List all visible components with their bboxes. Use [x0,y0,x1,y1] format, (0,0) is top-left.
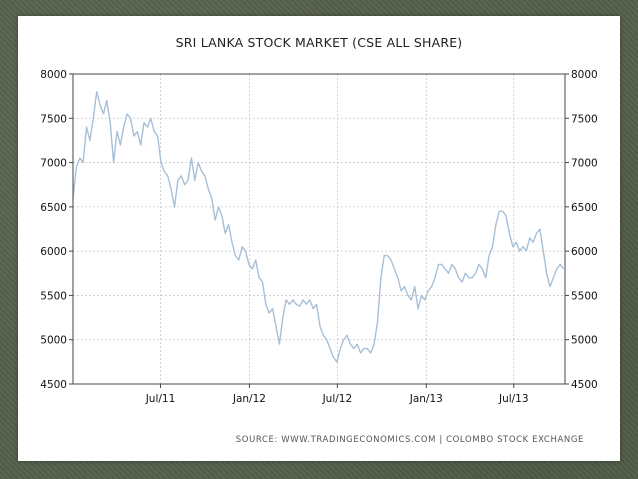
y-tick-label-right: 5000 [571,335,598,347]
y-tick-label-left: 5000 [40,335,67,347]
y-tick-label-left: 6000 [40,246,67,258]
grid [73,74,565,384]
y-tick-label-right: 8000 [571,69,598,81]
series-line [72,91,565,363]
y-tick-label-right: 7000 [571,158,598,170]
x-tick-label: Jan/13 [409,393,443,405]
source-attribution: SOURCE: WWW.TRADINGECONOMICS.COM | COLOM… [236,435,584,445]
y-tick-label-right: 5500 [571,290,598,302]
y-tick-label-right: 7500 [571,113,598,125]
y-tick-label-left: 7500 [40,113,67,125]
y-tick-label-right: 6500 [571,202,598,214]
y-tick-label-right: 4500 [571,379,598,391]
line-chart: SRI LANKA STOCK MARKET (CSE ALL SHARE) 8… [40,35,597,445]
y-tick-label-left: 7000 [40,158,67,170]
y-tick-label-left: 5500 [40,290,67,302]
y-tick-label-left: 4500 [40,379,67,391]
axis-ticks: 8000 8000 7500 7500 7000 7000 6500 6500 6000 6000… [40,69,597,405]
y-tick-label-left: 6500 [40,202,67,214]
chart-slide: SRI LANKA STOCK MARKET (CSE ALL SHARE) 8… [18,16,620,461]
y-tick-label-left: 8000 [40,69,67,81]
plot-frame [72,73,566,385]
x-tick-label: Jul/13 [498,393,529,405]
x-tick-label: Jan/12 [232,393,266,405]
x-tick-label: Jul/12 [322,393,353,405]
x-tick-label: Jul/11 [145,393,176,405]
y-tick-label-right: 6000 [571,246,598,258]
chart-title: SRI LANKA STOCK MARKET (CSE ALL SHARE) [176,35,463,50]
